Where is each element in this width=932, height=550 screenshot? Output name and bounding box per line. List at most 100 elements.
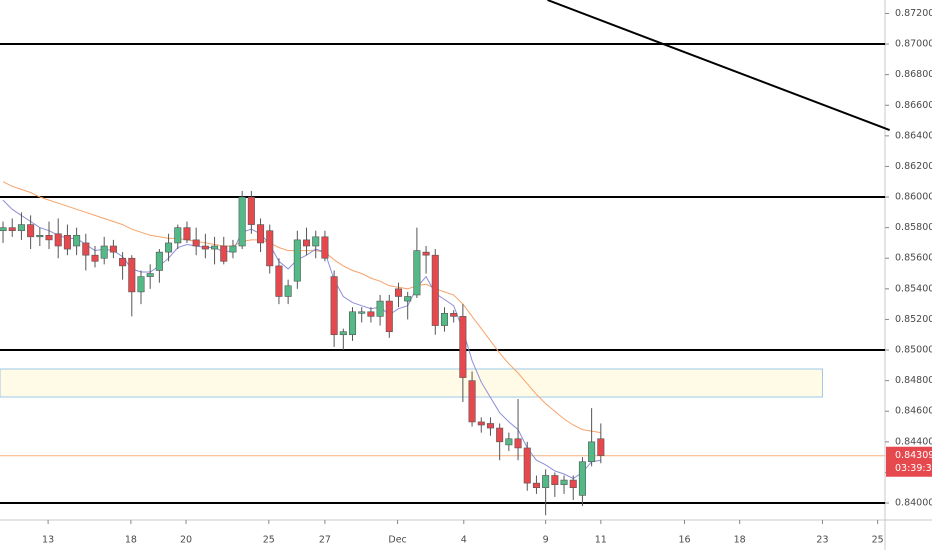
candle-body (220, 245, 228, 262)
candle-body (385, 300, 393, 332)
candle-body (358, 311, 366, 314)
x-tick-label: 23 (816, 535, 828, 546)
candle-body (459, 316, 467, 378)
candle-body (312, 236, 320, 247)
candle-body (192, 239, 200, 247)
candle-body (431, 254, 439, 326)
y-tick-label: 0.85200 (895, 314, 932, 325)
candle-body (128, 257, 136, 293)
x-tick-label: Dec (388, 535, 406, 546)
candle-body (321, 236, 329, 259)
y-tick-label: 0.86600 (895, 100, 932, 111)
zone (0, 368, 823, 398)
candle-body (422, 251, 430, 256)
last-price-label: 0.84309 (895, 450, 932, 461)
x-tick-label: 16 (678, 535, 690, 546)
y-tick-label: 0.84000 (895, 498, 932, 509)
candle-body (109, 245, 117, 253)
candle-body (73, 234, 81, 247)
x-tick-label: 18 (734, 535, 746, 546)
candle-body (440, 313, 448, 326)
candle-body (146, 273, 154, 277)
x-tick-label: 20 (180, 535, 192, 546)
moving-average (2, 199, 601, 480)
candle-body (275, 265, 283, 297)
candle-body (284, 285, 292, 297)
candle-body (100, 245, 108, 259)
candle-body (155, 251, 163, 271)
x-tick-label: 27 (319, 535, 331, 546)
y-tick-label: 0.84600 (895, 406, 932, 417)
x-tick-label: 9 (543, 535, 549, 546)
candle-body (348, 311, 357, 336)
candle-body (551, 475, 559, 485)
candle-body (211, 245, 219, 250)
candle-body (468, 380, 476, 423)
candle-body (54, 233, 62, 247)
candle-body (394, 288, 403, 297)
candle-body (496, 427, 504, 443)
countdown: 03:39:30 (895, 463, 932, 474)
x-tick-label: 25 (872, 535, 884, 546)
candle-body (27, 224, 35, 238)
candle-body (257, 224, 265, 244)
candle-body (137, 276, 145, 293)
candle-body (569, 479, 577, 489)
candle-body (477, 421, 485, 426)
candle-body (413, 250, 421, 296)
candle-body (63, 234, 71, 250)
candle-body (82, 242, 90, 256)
candle-body (91, 254, 99, 262)
candle-body (183, 227, 191, 241)
candle-body (293, 239, 301, 282)
y-tick-label: 0.86400 (895, 130, 932, 141)
candle-body (201, 245, 209, 250)
candle-body (238, 196, 246, 247)
candle-body (45, 234, 53, 241)
last-price-tag (886, 446, 932, 477)
candle-body (523, 447, 531, 484)
candle-body (36, 234, 44, 238)
y-tick-label: 0.86800 (895, 69, 932, 80)
candle-body (367, 311, 375, 317)
candle-body (303, 239, 311, 247)
candle-body (578, 461, 586, 496)
candle-body (8, 227, 16, 232)
y-tick-label: 0.84800 (895, 375, 932, 386)
y-tick-label: 0.85600 (895, 253, 932, 264)
y-tick-label: 0.87000 (895, 39, 932, 50)
candle-body (532, 482, 540, 489)
candle-body (229, 245, 237, 253)
y-tick-label: 0.86000 (895, 192, 932, 203)
candle-body (376, 300, 384, 317)
candle-body (505, 438, 513, 446)
candle-body (542, 475, 550, 489)
candle-body (330, 276, 338, 336)
y-tick-label: 0.84400 (895, 436, 932, 447)
x-tick-label: 18 (125, 535, 137, 546)
trendline (547, 0, 890, 131)
candle-body (174, 227, 182, 244)
candle-body (119, 257, 127, 267)
candle-body (588, 441, 596, 463)
x-tick-label: 4 (461, 535, 467, 546)
candle-body (339, 331, 347, 336)
candle-body (514, 438, 522, 449)
candle-body (560, 479, 568, 485)
candle-body (266, 230, 274, 267)
candle-body (0, 227, 7, 232)
candle-body (450, 313, 458, 317)
x-tick-label: 25 (263, 535, 275, 546)
y-tick-label: 0.85800 (895, 222, 932, 233)
y-tick-label: 0.86200 (895, 161, 932, 172)
x-tick-label: 13 (42, 535, 54, 546)
y-tick-label: 0.87200 (895, 8, 932, 19)
candle-body (247, 196, 255, 225)
y-tick-label: 0.85400 (895, 283, 932, 294)
y-tick-label: 0.85000 (895, 345, 932, 356)
candle-body (165, 242, 173, 253)
x-tick-label: 11 (595, 535, 607, 546)
candle-body (597, 438, 605, 456)
candle-body (486, 423, 494, 429)
